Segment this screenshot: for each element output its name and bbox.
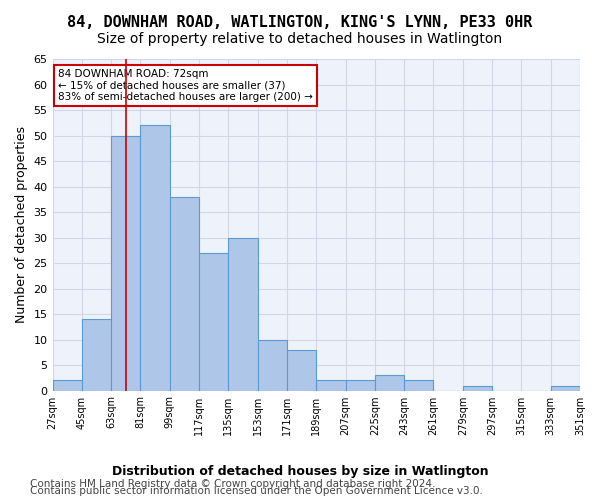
Bar — [199, 253, 229, 390]
Y-axis label: Number of detached properties: Number of detached properties — [15, 126, 28, 324]
Text: 84, DOWNHAM ROAD, WATLINGTON, KING'S LYNN, PE33 0HR: 84, DOWNHAM ROAD, WATLINGTON, KING'S LYN… — [67, 15, 533, 30]
Bar — [111, 136, 140, 390]
Bar — [346, 380, 375, 390]
Bar — [404, 380, 433, 390]
Bar — [53, 380, 82, 390]
Text: Size of property relative to detached houses in Watlington: Size of property relative to detached ho… — [97, 32, 503, 46]
Text: Contains public sector information licensed under the Open Government Licence v3: Contains public sector information licen… — [30, 486, 483, 496]
Text: 84 DOWNHAM ROAD: 72sqm
← 15% of detached houses are smaller (37)
83% of semi-det: 84 DOWNHAM ROAD: 72sqm ← 15% of detached… — [58, 69, 313, 102]
Bar — [229, 238, 257, 390]
Bar — [551, 386, 580, 390]
Text: Distribution of detached houses by size in Watlington: Distribution of detached houses by size … — [112, 464, 488, 477]
Bar — [82, 319, 111, 390]
Bar — [463, 386, 492, 390]
Bar — [375, 376, 404, 390]
Bar — [170, 197, 199, 390]
Bar — [257, 340, 287, 390]
Bar — [140, 126, 170, 390]
Text: Contains HM Land Registry data © Crown copyright and database right 2024.: Contains HM Land Registry data © Crown c… — [30, 479, 436, 489]
Bar — [287, 350, 316, 391]
Bar — [316, 380, 346, 390]
